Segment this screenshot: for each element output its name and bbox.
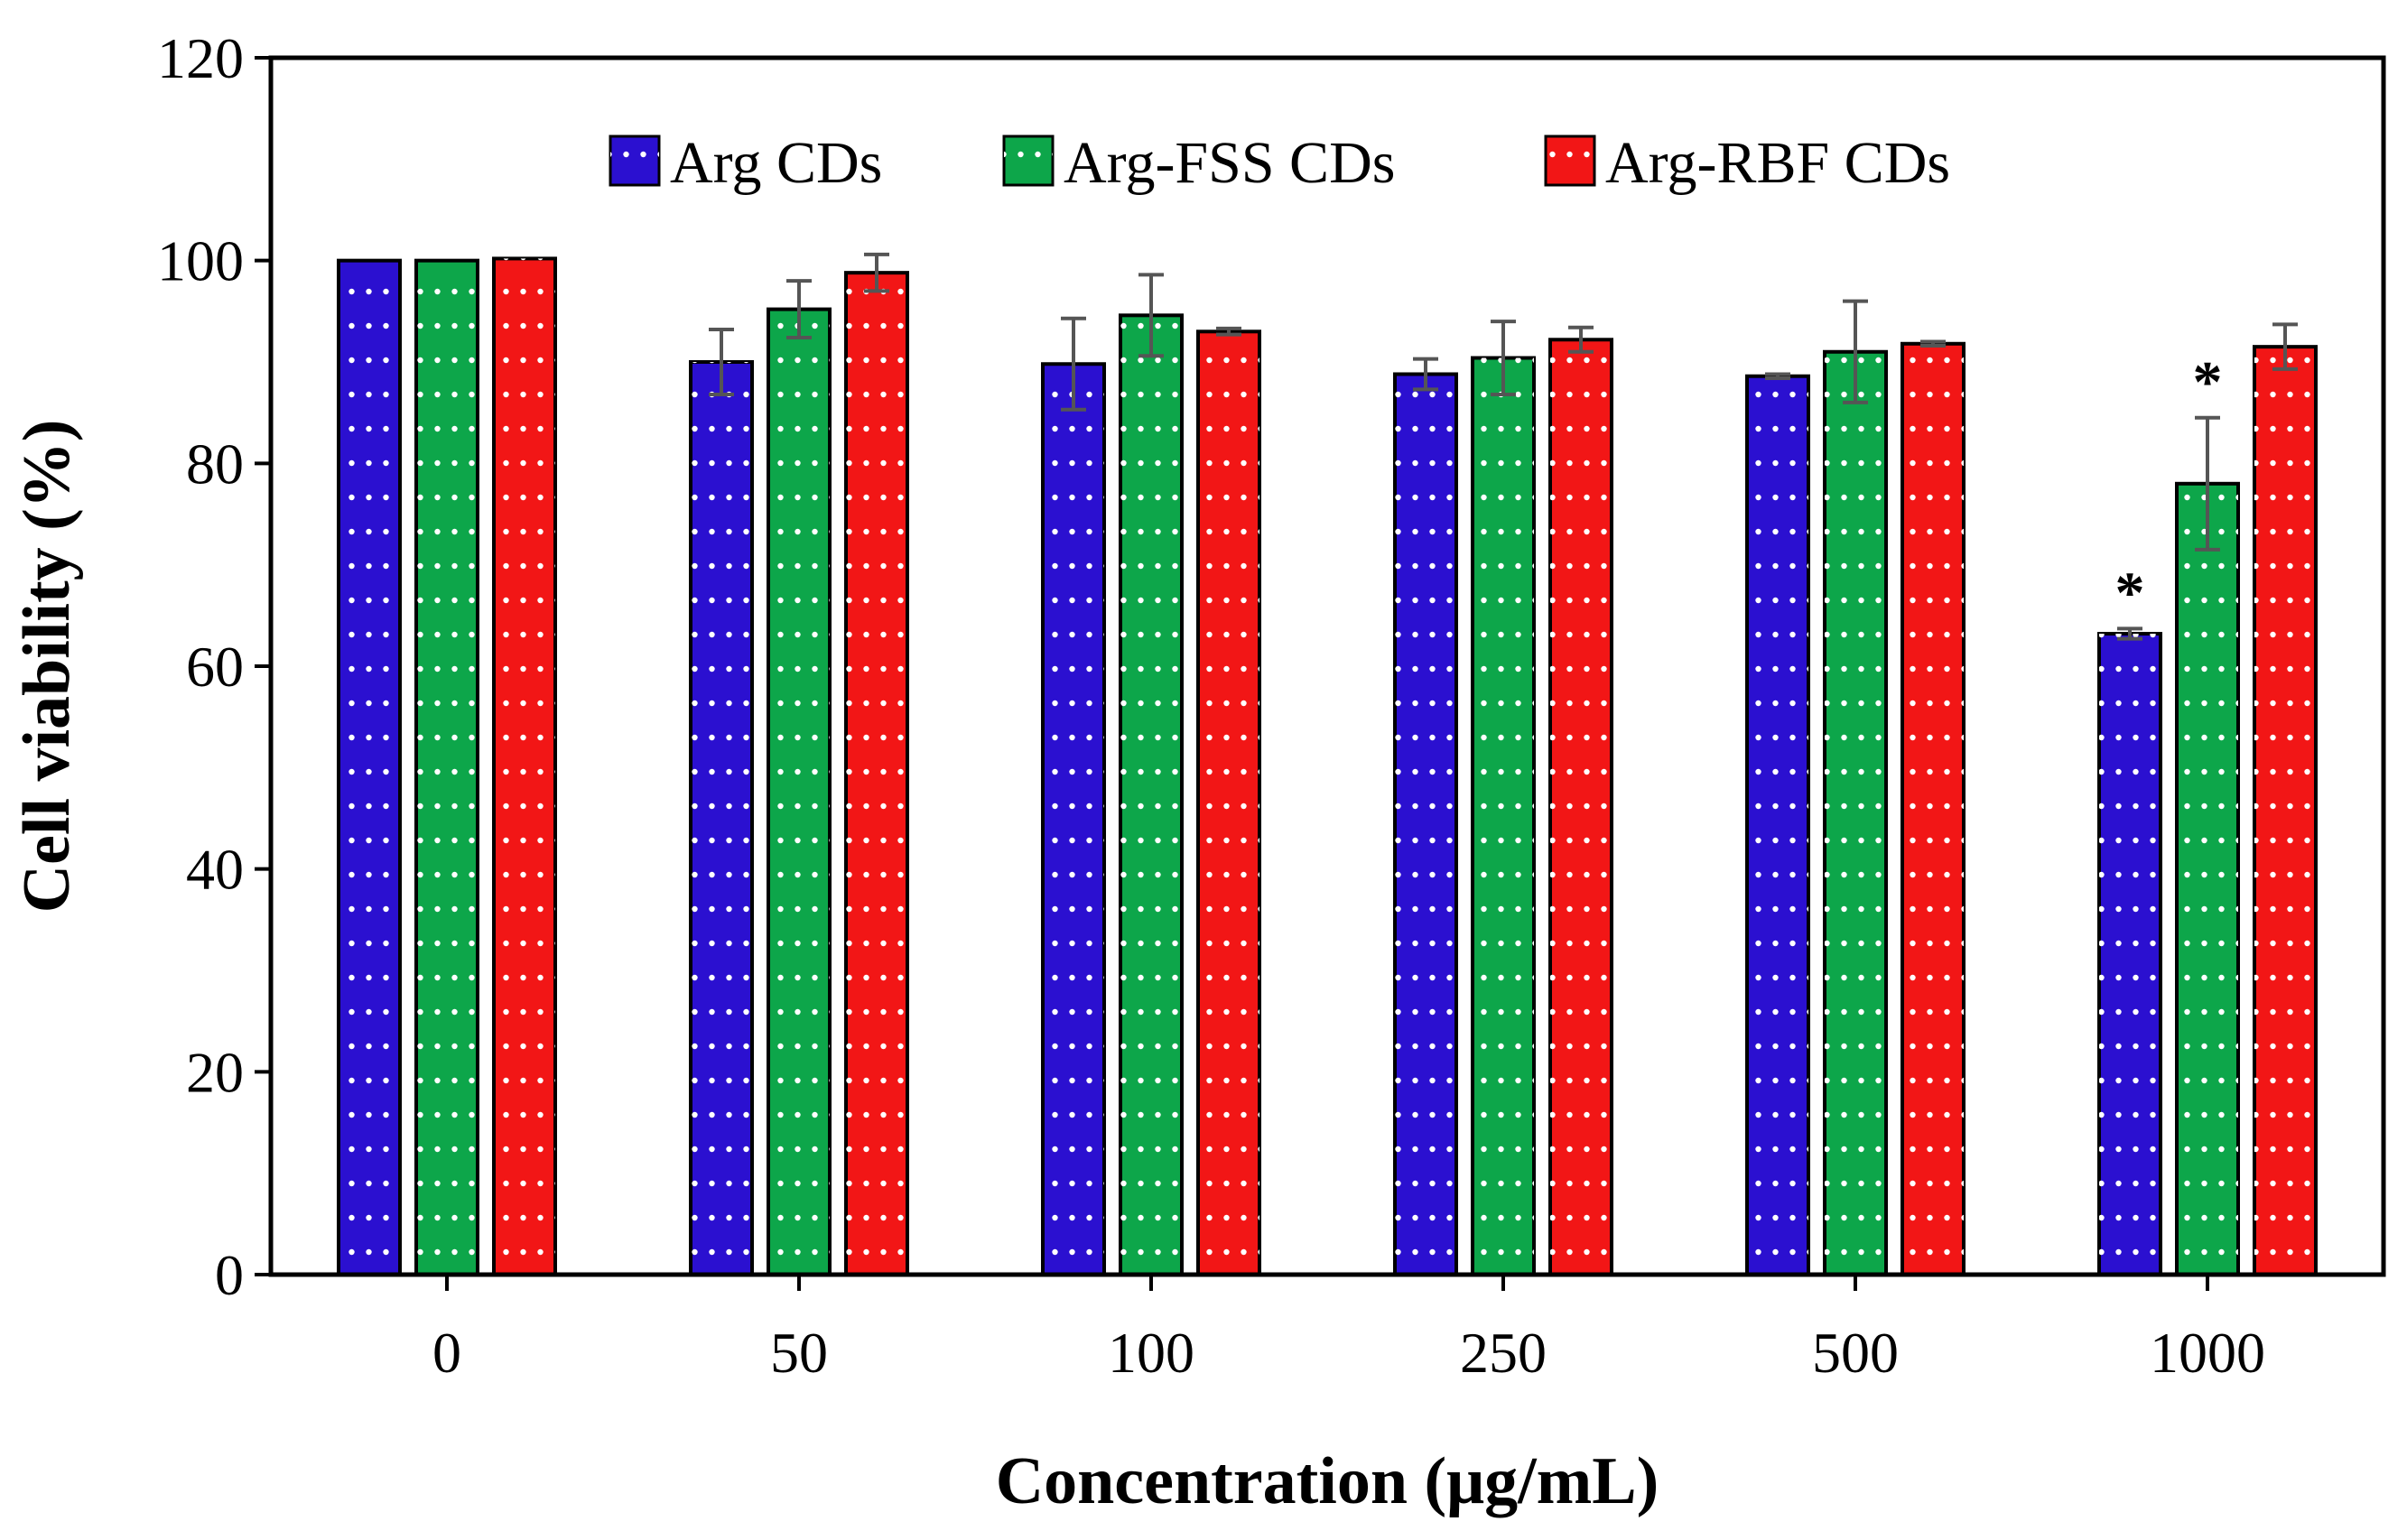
legend-swatch-dots	[610, 136, 659, 185]
y-tick-label: 120	[157, 26, 244, 90]
x-tick-label: 1000	[2150, 1321, 2265, 1385]
bar-dot-overlay	[1747, 376, 1808, 1275]
bar-dot-overlay	[416, 260, 478, 1276]
legend-label: Arg CDs	[670, 130, 882, 196]
x-tick-label: 0	[432, 1321, 461, 1385]
bar-dot-overlay	[768, 309, 830, 1275]
x-tick-label: 50	[770, 1321, 828, 1385]
x-axis-title: Concentration (μg/mL)	[996, 1444, 1659, 1518]
bar-dot-overlay	[1473, 357, 1534, 1275]
significance-markers: **	[2115, 349, 2223, 626]
y-axis-ticks: 0 20 40 60 80 100 120	[157, 26, 271, 1307]
legend-swatch-dots	[1004, 136, 1053, 185]
bar-dot-overlay	[1120, 315, 1182, 1275]
x-axis-ticks: 0 50 100 250 500 1000	[432, 1275, 2265, 1385]
legend-label: Arg-RBF CDs	[1605, 130, 1950, 196]
bar-dot-overlay	[1825, 351, 1886, 1275]
significance-star: *	[2115, 560, 2145, 626]
x-tick-label: 100	[1108, 1321, 1194, 1385]
y-tick-label: 40	[186, 838, 244, 902]
y-tick-label: 100	[157, 229, 244, 293]
legend-label: Arg-FSS CDs	[1064, 130, 1395, 196]
error-bars	[709, 252, 2298, 641]
bar-dot-overlay	[1550, 339, 1612, 1276]
bar-dot-overlay	[1043, 364, 1104, 1275]
plot-frame	[268, 55, 2386, 1277]
bar-dot-overlay	[2099, 634, 2161, 1275]
significance-star: *	[2193, 349, 2223, 415]
bar-dot-overlay	[2254, 347, 2316, 1275]
y-tick-label: 20	[186, 1040, 244, 1104]
x-tick-label: 250	[1460, 1321, 1547, 1385]
legend: Arg CDs Arg-FSS CDs Arg-RBF CDs	[609, 130, 1950, 196]
y-tick-label: 0	[215, 1243, 244, 1307]
y-tick-label: 60	[186, 635, 244, 699]
bar-dot-overlay	[1198, 331, 1259, 1275]
y-tick-label: 80	[186, 431, 244, 496]
legend-swatch-dots	[1546, 136, 1594, 185]
y-axis-title: Cell viability (%)	[10, 420, 84, 914]
bar-dot-overlay	[339, 260, 400, 1276]
x-tick-label: 500	[1812, 1321, 1899, 1385]
bar-dot-overlay	[846, 273, 907, 1275]
bar-dot-overlay	[1902, 343, 1964, 1275]
bar-dot-overlay	[691, 362, 752, 1275]
bar-dot-overlay	[2177, 483, 2238, 1275]
bar-dot-overlay	[1395, 374, 1456, 1276]
bar-dot-overlay	[494, 258, 555, 1275]
